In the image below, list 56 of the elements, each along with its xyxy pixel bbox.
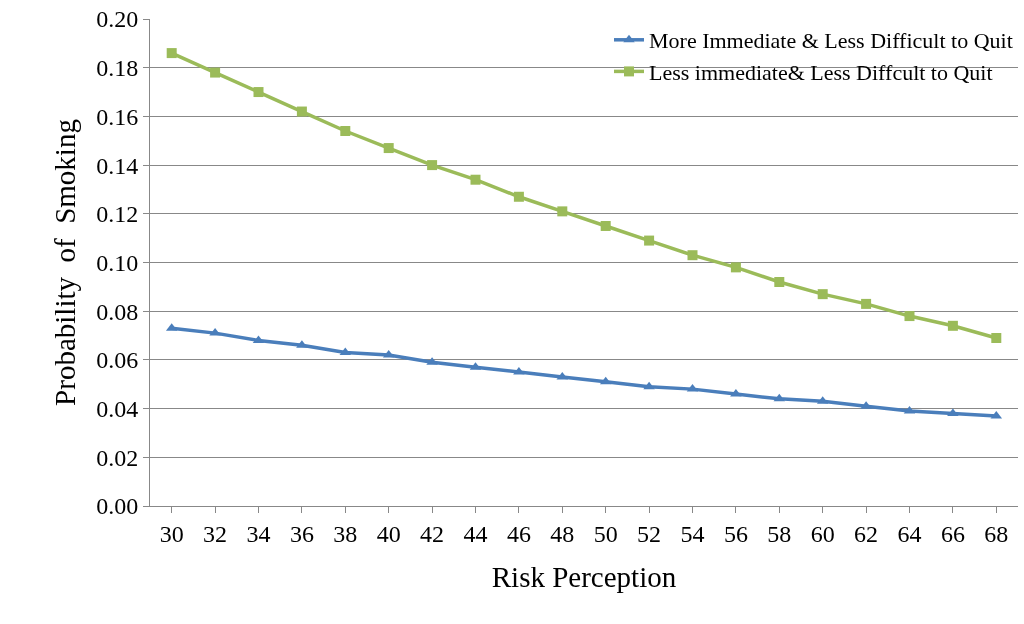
point [600, 220, 611, 231]
y-tick-label: 0.04 [96, 396, 139, 422]
point [557, 206, 568, 217]
point [904, 311, 915, 322]
x-tick-label: 60 [810, 520, 835, 547]
point [774, 276, 785, 287]
x-tick-label: 58 [767, 520, 792, 547]
x-tick-label: 62 [854, 520, 879, 547]
point [643, 381, 655, 390]
x-tick-label: 34 [246, 520, 271, 547]
point [991, 332, 1002, 343]
x-tick-label: 46 [506, 520, 531, 547]
point [210, 67, 221, 78]
point [340, 126, 351, 137]
y-axis-title: Probability of Smoking [48, 119, 81, 406]
y-tick-label: 0.08 [96, 298, 139, 325]
point [166, 48, 177, 59]
y-tick-label: 0.12 [96, 201, 139, 228]
x-tick-label: 32 [203, 520, 228, 547]
x-tick-label: 44 [463, 520, 488, 547]
y-tick-label: 0.06 [96, 347, 139, 374]
point [817, 289, 828, 300]
x-tick-label: 48 [550, 520, 575, 547]
y-tick-label: 0.00 [96, 493, 139, 520]
point [513, 191, 524, 202]
x-tick-label: 30 [159, 520, 184, 547]
point [861, 298, 872, 309]
point [730, 262, 741, 273]
point [296, 106, 307, 117]
point [383, 143, 394, 154]
x-tick-label: 40 [376, 520, 401, 547]
point [687, 250, 698, 261]
y-tick-label: 0.18 [96, 55, 139, 82]
legend-label: Less immediate& Less Diffcult to Quit [649, 59, 993, 85]
y-tick-label: 0.16 [96, 103, 139, 130]
y-tick-label: 0.20 [96, 6, 139, 33]
y-tick-label: 0.02 [96, 444, 139, 471]
x-axis-title: Risk Perception [491, 560, 677, 593]
x-tick-label: 42 [420, 520, 445, 547]
point [427, 160, 438, 171]
point [253, 87, 264, 98]
x-tick-label: 52 [637, 520, 662, 547]
x-tick-label: 50 [593, 520, 618, 547]
y-tick-label: 0.10 [96, 249, 139, 276]
x-tick-label: 54 [680, 520, 705, 547]
x-tick-label: 36 [289, 520, 314, 547]
point [644, 235, 655, 246]
point [947, 320, 958, 331]
legend-label: More Immediate & Less Difficult to Quit [649, 28, 1013, 54]
y-tick-label: 0.14 [96, 152, 139, 179]
x-tick-label: 38 [333, 520, 358, 547]
point [470, 174, 481, 185]
x-tick-label: 68 [984, 520, 1009, 547]
x-tick-label: 64 [897, 520, 922, 547]
x-tick-label: 56 [723, 520, 748, 547]
x-tick-label: 66 [940, 520, 965, 547]
